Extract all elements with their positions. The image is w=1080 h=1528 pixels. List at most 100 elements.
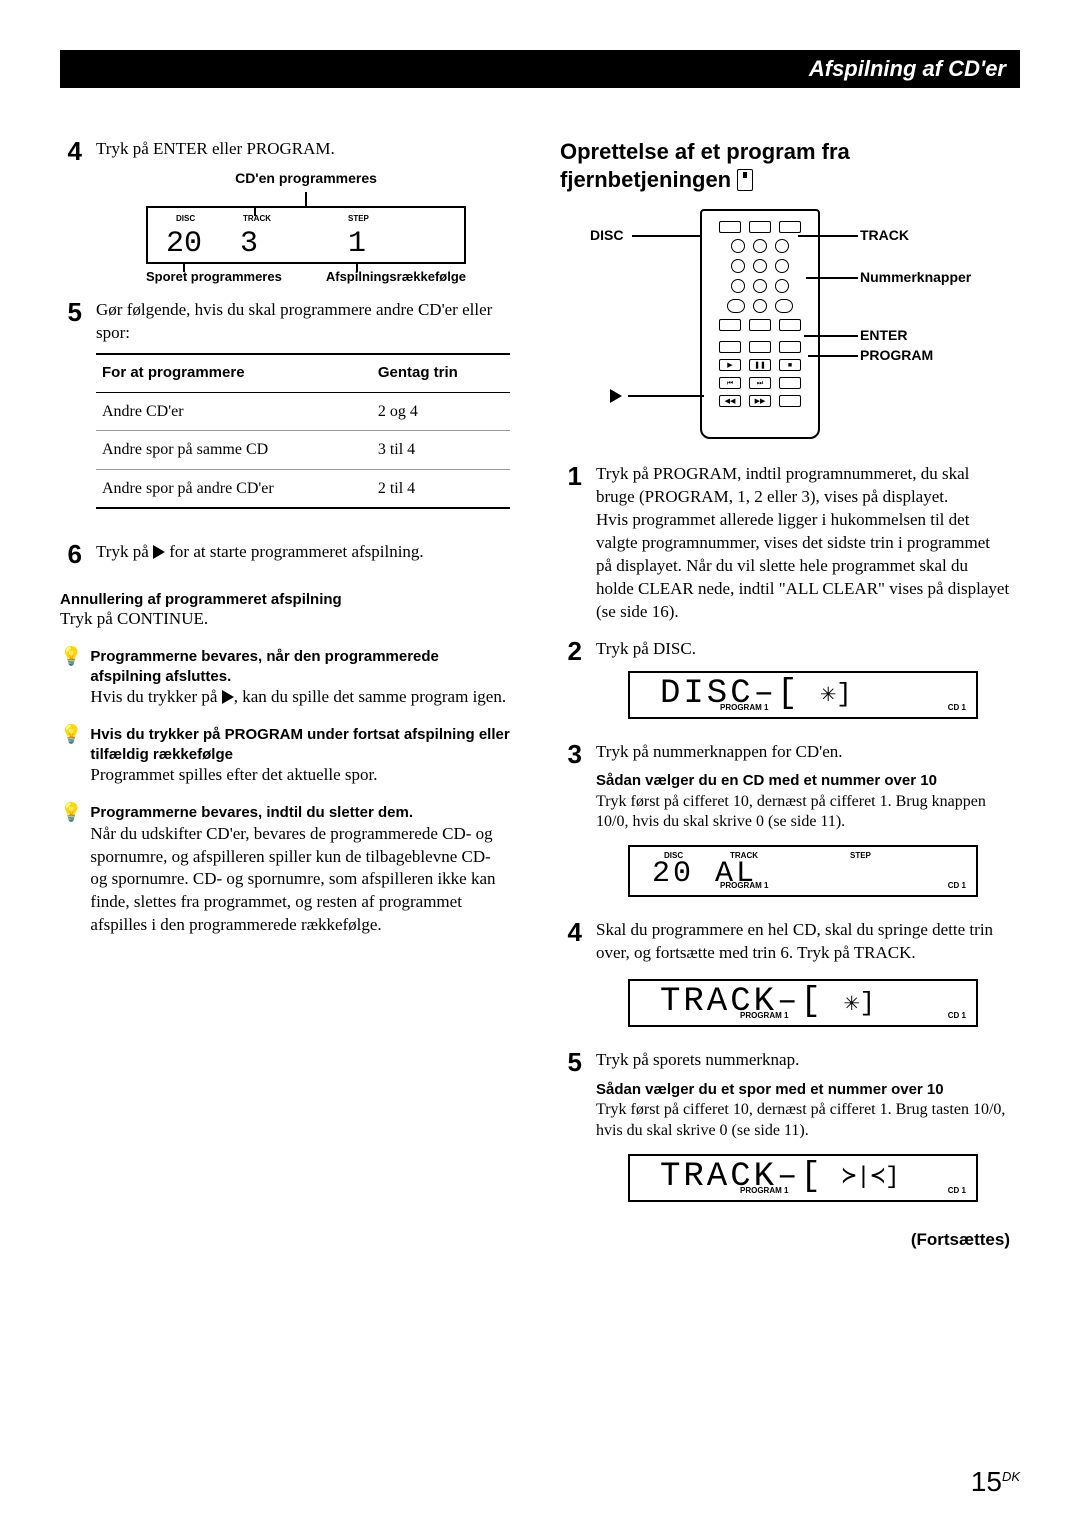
nums-label: Nummerknapper xyxy=(860,269,971,285)
play-icon xyxy=(222,690,234,704)
text: Gør følgende, hvis du skal programmere a… xyxy=(96,300,492,342)
tip-3: 💡 Programmerne bevares, indtil du slette… xyxy=(60,803,510,937)
suffix: DK xyxy=(1002,1469,1020,1484)
table-row: Andre spor på samme CD3 til 4 xyxy=(96,431,510,470)
lcd-display: TRACK–[ ≻|≺] PROGRAM 1 CD 1 xyxy=(628,1154,978,1202)
remote-icon xyxy=(737,169,753,191)
step-number: 1 xyxy=(560,463,582,624)
page-number: 15DK xyxy=(971,1466,1020,1498)
cell: Andre CD'er xyxy=(96,392,372,431)
step-text: Tryk på nummerknappen for CD'en. Sådan v… xyxy=(596,741,1010,906)
step-text: Skal du programmere en hel CD, skal du s… xyxy=(596,919,1010,1035)
cancel-section: Annullering af programmeret afspilning T… xyxy=(60,591,510,631)
tip-icon: 💡 xyxy=(60,725,82,787)
tip-text: Programmet spilles efter det aktuelle sp… xyxy=(90,764,510,787)
remote-diagram: DISC TRACK Nummerknapper ENTER PROGRAM ▶… xyxy=(560,209,1010,449)
cd-label: CD 1 xyxy=(948,1186,966,1197)
text: Tryk på DISC. xyxy=(596,639,696,658)
two-column-layout: 4 Tryk på ENTER eller PROGRAM. CD'en pro… xyxy=(60,138,1020,1250)
lcd-display: DISC–[ ✳] PROGRAM 1 CD 1 xyxy=(628,671,978,719)
cancel-heading: Annullering af programmeret afspilning xyxy=(60,591,510,608)
cd-label: CD 1 xyxy=(948,881,966,892)
cancel-text: Tryk på CONTINUE. xyxy=(60,608,510,631)
th2: Gentag trin xyxy=(372,354,510,392)
tip-text: Hvis du trykker på , kan du spille det s… xyxy=(90,686,510,709)
blink-icon: ✳] xyxy=(820,677,851,712)
table-row: Andre CD'er2 og 4 xyxy=(96,392,510,431)
left-column: 4 Tryk på ENTER eller PROGRAM. CD'en pro… xyxy=(60,138,510,1250)
caption-right: Afspilningsrækkefølge xyxy=(326,268,466,286)
lcd-text: TRACK–[ xyxy=(630,980,824,1026)
note-text: Tryk først på cifferet 10, dernæst på ci… xyxy=(596,1100,1010,1142)
step-number: 6 xyxy=(60,541,82,567)
heading-text: Oprettelse af et program fra fjernbetjen… xyxy=(560,139,850,192)
track-value: 3 xyxy=(240,224,258,265)
step-label: STEP xyxy=(850,851,871,862)
right-column: Oprettelse af et program fra fjernbetjen… xyxy=(560,138,1010,1250)
text: Tryk på ENTER eller PROGRAM. xyxy=(96,139,335,158)
caption-top: CD'en programmeres xyxy=(146,169,466,188)
num: 15 xyxy=(971,1466,1002,1497)
lcd-text: DISC–[ xyxy=(630,672,800,718)
blink-icon: ✳] xyxy=(844,986,875,1021)
play-icon xyxy=(153,545,165,559)
tip-icon: 💡 xyxy=(60,803,82,937)
tip-1: 💡 Programmerne bevares, når den programm… xyxy=(60,647,510,709)
step-number: 4 xyxy=(60,138,82,285)
tip-title: Programmerne bevares, indtil du sletter … xyxy=(90,803,510,823)
step-text: Tryk på for at starte programmeret afspi… xyxy=(96,541,510,567)
lcd-display: TRACK–[ ✳] PROGRAM 1 CD 1 xyxy=(628,979,978,1027)
blink-icon: ≻|≺] xyxy=(842,1162,900,1194)
disc-label: DISC xyxy=(664,851,683,862)
th1: For at programmere xyxy=(96,354,372,392)
cd-label: CD 1 xyxy=(948,703,966,714)
lcd-text: TRACK–[ xyxy=(630,1155,824,1201)
step-5: 5 Gør følgende, hvis du skal programmere… xyxy=(60,299,510,527)
cd-label: CD 1 xyxy=(948,1011,966,1022)
right-heading: Oprettelse af et program fra fjernbetjen… xyxy=(560,138,1010,193)
text-b: for at starte programmeret afspilning. xyxy=(165,542,424,561)
r-step-2: 2 Tryk på DISC. DISC–[ ✳] PROGRAM 1 CD 1 xyxy=(560,638,1010,727)
text: Skal du programmere en hel CD, skal du s… xyxy=(596,920,993,962)
lcd-display: DISC TRACK STEP 20 AL PROGRAM 1 CD 1 xyxy=(628,845,978,897)
caption-left: Sporet programmeres xyxy=(146,268,282,286)
cell: Andre spor på andre CD'er xyxy=(96,469,372,508)
tip-text: Når du udskifter CD'er, bevares de progr… xyxy=(90,823,510,938)
cell: 2 og 4 xyxy=(372,392,510,431)
r-step-5: 5 Tryk på sporets nummerknap. Sådan vælg… xyxy=(560,1049,1010,1210)
r-step-3: 3 Tryk på nummerknappen for CD'en. Sådan… xyxy=(560,741,1010,906)
note-text: Tryk først på cifferet 10, dernæst på ci… xyxy=(596,792,1010,834)
tip-title: Hvis du trykker på PROGRAM under fortsat… xyxy=(90,725,510,764)
note-heading: Sådan vælger du en CD med et nummer over… xyxy=(596,771,1010,791)
program-label: PROGRAM 1 xyxy=(740,1186,788,1197)
step-4: 4 Tryk på ENTER eller PROGRAM. CD'en pro… xyxy=(60,138,510,285)
text: Tryk på nummerknappen for CD'en. xyxy=(596,742,843,761)
step-number: 4 xyxy=(560,919,582,1035)
disc-label: DISC xyxy=(590,227,623,243)
disc-value: 20 xyxy=(166,224,202,265)
text: Tryk på sporets nummerknap. xyxy=(596,1050,799,1069)
program-label: PROGRAM 1 xyxy=(720,703,768,714)
step-text: Gør følgende, hvis du skal programmere a… xyxy=(96,299,510,527)
step-number: 2 xyxy=(560,638,582,727)
program-label: PROGRAM xyxy=(860,347,933,363)
program-label: PROGRAM 1 xyxy=(740,1011,788,1022)
step-text: Tryk på PROGRAM, indtil programnummeret,… xyxy=(596,463,1010,624)
tip-2: 💡 Hvis du trykker på PROGRAM under forts… xyxy=(60,725,510,787)
lcd-diagram-1: CD'en programmeres DISC TRACK STEP 20 3 … xyxy=(146,169,466,285)
table-row: Andre spor på andre CD'er2 til 4 xyxy=(96,469,510,508)
cell: 3 til 4 xyxy=(372,431,510,470)
play-icon xyxy=(610,389,622,403)
cell: 2 til 4 xyxy=(372,469,510,508)
track-label: TRACK xyxy=(730,851,758,862)
r-step-1: 1 Tryk på PROGRAM, indtil programnummere… xyxy=(560,463,1010,624)
step-number: 5 xyxy=(560,1049,582,1210)
cell: Andre spor på samme CD xyxy=(96,431,372,470)
step-text: Tryk på ENTER eller PROGRAM. CD'en progr… xyxy=(96,138,510,285)
tip-icon: 💡 xyxy=(60,647,82,709)
step-text: Tryk på sporets nummerknap. Sådan vælger… xyxy=(596,1049,1010,1210)
t: , kan du spille det samme program igen. xyxy=(234,687,506,706)
r-step-4: 4 Skal du programmere en hel CD, skal du… xyxy=(560,919,1010,1035)
note-heading: Sådan vælger du et spor med et nummer ov… xyxy=(596,1080,1010,1100)
step-6: 6 Tryk på for at starte programmeret afs… xyxy=(60,541,510,567)
